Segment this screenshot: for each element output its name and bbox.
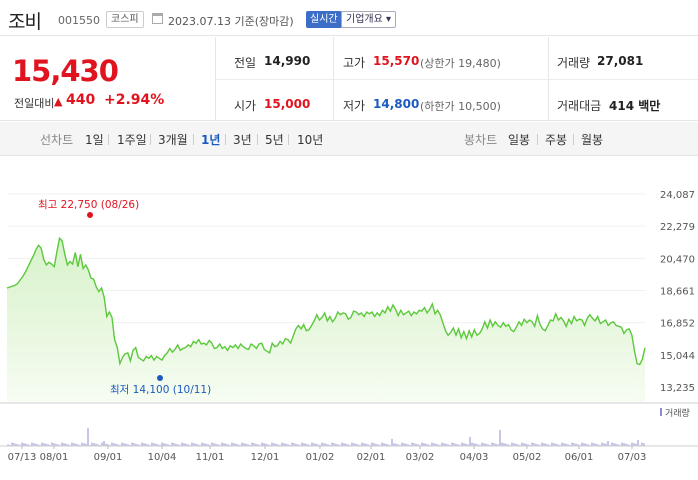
calendar-icon <box>152 13 163 24</box>
lower-limit: (하한가 10,500) <box>420 100 501 113</box>
change-value: 440 <box>66 92 96 108</box>
open-label: 시가 <box>234 99 257 113</box>
price-line <box>6 236 646 367</box>
open-value: 15,000 <box>264 97 311 111</box>
divider <box>215 79 698 80</box>
price-chart[interactable]: 24,087 22,279 20,470 18,661 16,852 15,044 13,2… <box>0 156 698 476</box>
x-tick-label: 07/13 <box>8 452 37 463</box>
candle-chart-label: 봉차트 <box>464 133 498 147</box>
y-tick-label: 16,852 <box>660 319 695 330</box>
x-tick-label: 07/03 <box>618 452 647 463</box>
x-tick-label: 12/01 <box>251 452 280 463</box>
x-tick-label: 10/04 <box>148 452 177 463</box>
max-marker <box>87 212 93 218</box>
min-annotation: 최저 14,100 (10/11) <box>110 384 211 396</box>
period-5y[interactable]: 5년 <box>265 133 284 147</box>
candle-monthly[interactable]: 월봉 <box>581 133 604 147</box>
y-tick-label: 24,087 <box>660 190 695 201</box>
market-badge: 코스피 <box>106 11 144 28</box>
quote-panel: 15,430 전일대비 ▲ 440 +2.94% <box>0 37 698 121</box>
x-tick-label: 01/02 <box>306 452 335 463</box>
period-toolbar: 선차트 1일 1주일 3개월 1년 3년 5년 10년 봉차트 일봉 주봉 월봉 <box>0 122 698 156</box>
candle-weekly[interactable]: 주봉 <box>545 133 568 147</box>
period-3m[interactable]: 3개월 <box>158 133 188 147</box>
trade-amount-label: 거래대금 <box>557 99 602 113</box>
x-tick-label: 02/01 <box>357 452 386 463</box>
prev-close-label: 전일 <box>234 56 257 70</box>
prev-close-value: 14,990 <box>264 54 311 68</box>
y-tick-label: 15,044 <box>660 351 695 362</box>
period-1y[interactable]: 1년 <box>201 133 221 147</box>
line-chart-label: 선차트 <box>40 133 74 147</box>
low-value: 14,800 <box>373 97 420 111</box>
x-tick-label: 05/02 <box>513 452 542 463</box>
volume-legend: 거래량 <box>665 407 690 419</box>
period-1w[interactable]: 1주일 <box>117 133 147 147</box>
min-marker <box>157 375 163 381</box>
period-1d[interactable]: 1일 <box>85 133 104 147</box>
y-tick-label: 18,661 <box>660 287 695 298</box>
price-area <box>7 238 645 402</box>
x-tick-label: 09/01 <box>94 452 123 463</box>
volume-label: 거래량 <box>557 56 591 70</box>
up-arrow-icon: ▲ <box>54 95 63 108</box>
max-annotation: 최고 22,750 (08/26) <box>38 199 139 211</box>
change-percent: +2.94% <box>104 92 165 108</box>
y-tick-label: 13,235 <box>660 383 695 394</box>
x-tick-label: 11/01 <box>196 452 225 463</box>
low-label: 저가 <box>343 99 366 113</box>
stock-name[interactable]: 조비 <box>8 11 42 33</box>
period-10y[interactable]: 10년 <box>297 133 324 147</box>
current-price: 15,430 <box>12 54 119 88</box>
period-3y[interactable]: 3년 <box>233 133 252 147</box>
y-tick-label: 20,470 <box>660 254 695 265</box>
volume-value: 27,081 <box>597 54 644 68</box>
company-info-dropdown[interactable]: 기업개요 ▾ <box>341 11 396 28</box>
stock-header: 조비 001550 코스피 2023.07.13 기준(장마감) 실시간 기업개… <box>0 0 698 36</box>
x-tick-label: 03/02 <box>406 452 435 463</box>
y-tick-label: 22,279 <box>660 222 695 233</box>
change-label: 전일대비 <box>14 97 55 110</box>
x-tick-label: 06/01 <box>565 452 594 463</box>
price-chart-svg: 24,087 22,279 20,470 18,661 16,852 15,044 13,2… <box>0 190 698 463</box>
stock-code: 001550 <box>58 14 100 27</box>
x-tick-label: 04/03 <box>460 452 489 463</box>
realtime-button[interactable]: 실시간 <box>306 11 342 28</box>
candle-daily[interactable]: 일봉 <box>508 133 531 147</box>
high-label: 고가 <box>343 56 366 70</box>
base-date: 2023.07.13 기준(장마감) <box>168 15 294 28</box>
upper-limit: (상한가 19,480) <box>420 57 501 70</box>
x-tick-label: 08/01 <box>40 452 69 463</box>
trade-amount-value: 414 백만 <box>609 99 661 113</box>
high-value: 15,570 <box>373 54 420 68</box>
volume-legend-swatch <box>660 408 662 416</box>
